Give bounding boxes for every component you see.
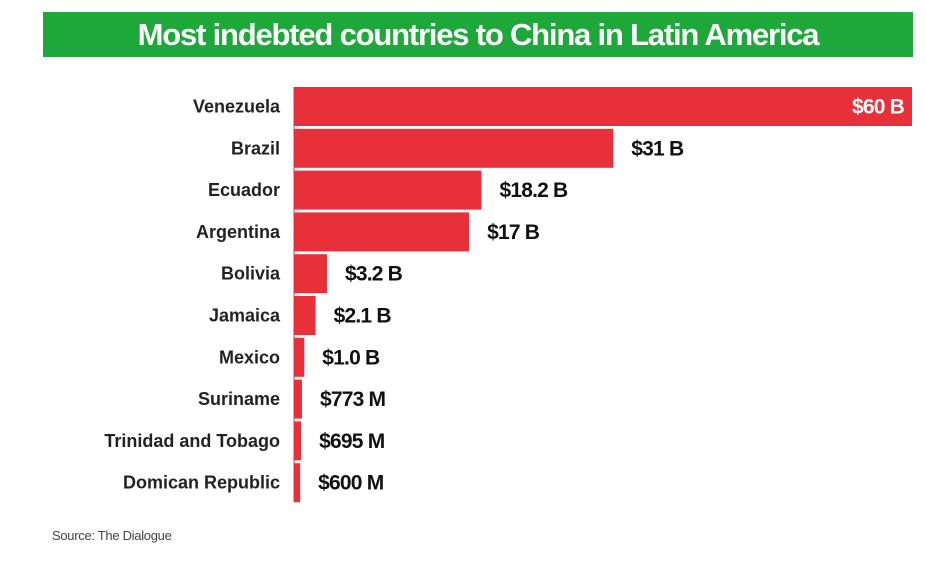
value-label: $1.0 B (322, 346, 380, 369)
category-label: Ecuador (208, 180, 280, 200)
value-label: $695 M (319, 430, 385, 453)
bar-mexico (294, 337, 305, 377)
bars-group: Venezuela $60 B Brazil $31 B Ecuador $18.2 B A… (104, 87, 912, 503)
bar-venezuela (294, 87, 912, 126)
category-label: Brazil (231, 138, 280, 158)
chart-title: Most indebted countries to China in Lati… (137, 16, 820, 52)
value-label: $3.2 B (345, 263, 403, 286)
category-label: Mexico (219, 347, 280, 367)
source-note: Source: The Dialogue (52, 528, 172, 543)
value-label: $600 M (318, 472, 384, 495)
value-label: $773 M (320, 388, 386, 411)
bar-argentina (294, 212, 470, 252)
bar-trinidad-and-tobago (294, 421, 302, 461)
bar-suriname (294, 379, 302, 419)
category-label: Jamaica (209, 306, 281, 326)
bar-brazil (294, 128, 614, 168)
bar-bolivia (294, 254, 327, 294)
value-label: $18.2 B (499, 179, 568, 202)
category-label: Suriname (198, 389, 280, 409)
bar-jamaica (294, 296, 316, 335)
value-label: $60 B (852, 96, 905, 119)
category-label: Argentina (196, 222, 281, 242)
category-label: Trinidad and Tobago (104, 431, 280, 451)
chart-title-bar: Most indebted countries to China in Lati… (43, 12, 913, 57)
value-label: $2.1 B (334, 305, 392, 328)
category-label: Venezuela (193, 97, 281, 117)
category-label: Domican Republic (123, 473, 280, 493)
value-label: $31 B (631, 137, 684, 160)
bar-domican-republic (294, 463, 301, 503)
category-label: Bolivia (221, 264, 281, 284)
bar-ecuador (294, 170, 482, 210)
value-label: $17 B (487, 221, 540, 244)
